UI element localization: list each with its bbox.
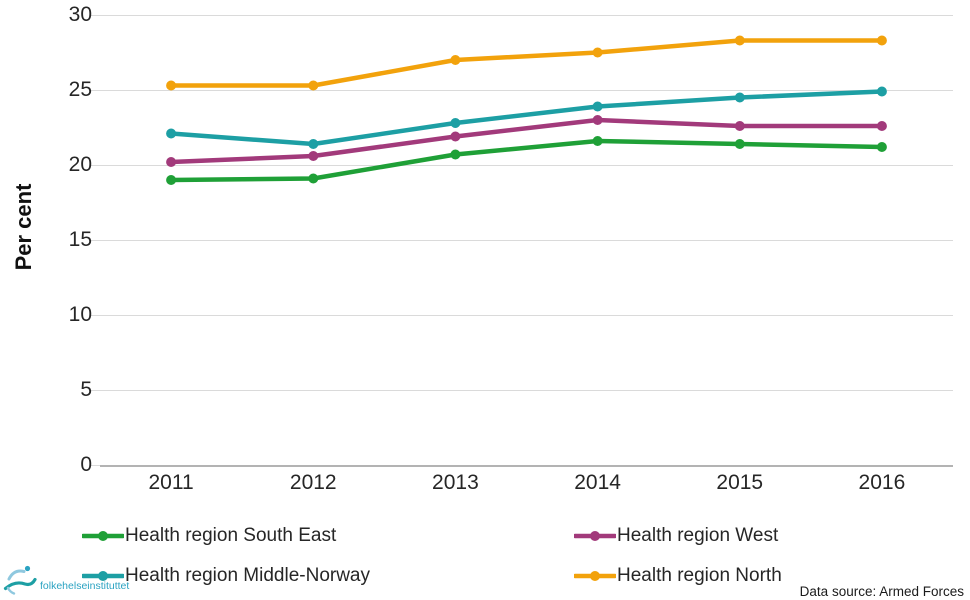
data-point-marker [450, 118, 461, 128]
gridline [100, 165, 953, 166]
legend-item: Health region North [574, 565, 962, 587]
y-axis-tick-mark [91, 240, 100, 241]
y-tick-label: 5 [80, 378, 92, 401]
data-point-marker [166, 175, 177, 185]
data-point-marker [166, 128, 177, 139]
gridline [100, 390, 953, 391]
fhi-logo: folkehelseinstituttet [2, 562, 129, 598]
data-point-marker [876, 142, 887, 152]
chart-legend: Health region South East Health region We… [82, 516, 962, 596]
legend-swatch [82, 571, 124, 581]
gridline [100, 315, 953, 316]
data-point-marker [734, 121, 745, 131]
data-point-marker [308, 173, 319, 184]
x-tick-label: 2013 [432, 471, 479, 494]
x-tick-label: 2012 [289, 471, 337, 494]
y-tick-label: 25 [68, 78, 92, 101]
data-point-marker [308, 80, 319, 91]
fhi-logo-text: folkehelseinstituttet [40, 580, 130, 592]
x-tick-label: 2014 [574, 471, 621, 494]
y-tick-label: 20 [68, 153, 92, 176]
series-line-1 [168, 138, 885, 183]
data-point-marker [876, 86, 887, 97]
legend-swatch [574, 571, 616, 581]
plot-area [166, 35, 887, 185]
data-point-marker [592, 47, 603, 58]
data-point-marker [876, 121, 887, 131]
legend-item: Health region West [574, 525, 962, 547]
data-point-marker [592, 101, 603, 112]
gridline [100, 240, 953, 241]
series-line-2 [168, 117, 885, 165]
data-point-marker [450, 131, 461, 142]
fhi-logo-icon [3, 565, 37, 595]
data-point-marker [876, 35, 887, 46]
gridline [100, 15, 953, 16]
data-point-marker [308, 151, 319, 161]
y-tick-label: 0 [80, 453, 92, 476]
data-source-caption: Data source: Armed Forces [799, 584, 964, 599]
series-line-4 [168, 38, 885, 88]
data-point-marker [166, 80, 177, 91]
legend-item: Health region Middle-Norway [82, 565, 574, 587]
series-line-3 [168, 89, 885, 147]
data-point-marker [308, 139, 319, 149]
legend-label: Health region North [617, 565, 782, 586]
y-axis-tick-mark [91, 390, 100, 391]
data-point-marker [734, 139, 745, 149]
legend-item: Health region South East [82, 525, 574, 547]
y-tick-label: 10 [68, 303, 92, 326]
x-tick-label: 2016 [858, 471, 906, 494]
legend-swatch [82, 531, 124, 541]
x-tick-label: 2015 [716, 471, 764, 494]
data-point-marker [592, 136, 603, 146]
data-point-marker [734, 35, 745, 46]
data-point-marker [450, 55, 461, 65]
y-tick-label: 15 [68, 228, 92, 251]
y-axis-tick-mark [91, 90, 100, 91]
x-tick-label: 2011 [148, 471, 194, 494]
gridline [100, 90, 953, 91]
legend-swatch [574, 531, 616, 541]
legend-label: Health region Middle-Norway [125, 565, 370, 586]
y-axis-tick-mark [91, 315, 100, 316]
data-point-marker [450, 149, 461, 160]
data-point-marker [166, 157, 177, 167]
y-axis-tick-mark [91, 15, 100, 16]
legend-label: Health region South East [125, 525, 337, 546]
y-axis-tick-mark [91, 465, 100, 466]
data-point-marker [592, 115, 603, 125]
x-axis-line [100, 465, 953, 467]
legend-label: Health region West [617, 525, 779, 546]
y-tick-label: 30 [68, 3, 92, 26]
y-axis-tick-mark [91, 165, 100, 166]
data-point-marker [734, 92, 745, 103]
